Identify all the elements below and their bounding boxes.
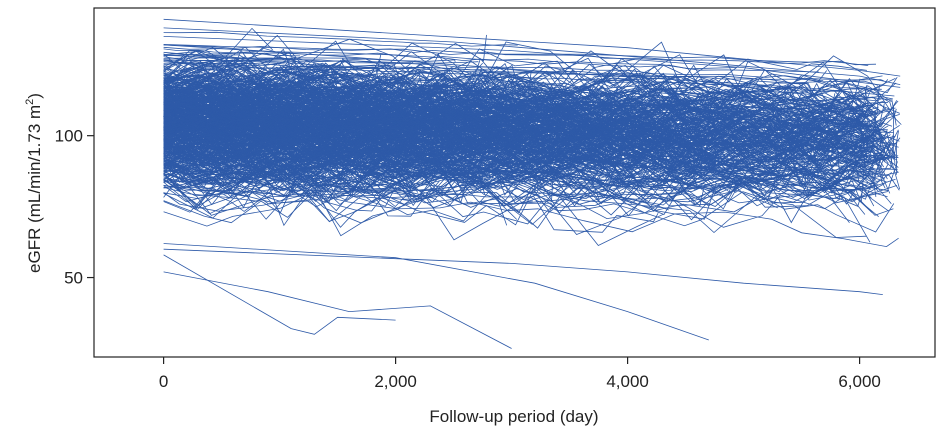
series-line [163,53,707,117]
series-line [163,136,884,191]
y-axis-title-superscript: 2 [24,99,36,105]
series-line [163,48,738,70]
series-line [163,124,391,163]
y-tick-label: 100 [55,127,83,146]
series-line [163,79,735,116]
series-line [163,97,390,145]
x-tick-label: 2,000 [374,372,417,391]
series-line [163,170,518,220]
x-tick-label: 4,000 [606,372,649,391]
series-line [163,81,878,152]
y-tick-label: 50 [64,269,83,288]
x-axis: 0 2,000 4,000 6,000 [159,357,881,391]
series-line [163,151,743,205]
series-line [163,78,896,136]
series-line [163,107,864,170]
series-line [163,54,456,62]
y-axis-title-close: ) [25,93,44,99]
series-line [163,122,531,157]
series-line [163,80,869,154]
series-line [163,154,879,218]
series-line [163,57,897,117]
series-line [163,114,884,156]
series-line [163,110,753,175]
series-line [163,57,412,63]
series-line [163,104,475,160]
series-line [163,124,635,188]
series-line [163,68,717,123]
series-line [163,61,902,125]
series-line [163,44,895,97]
series-line [163,254,396,335]
series-line [163,140,873,201]
series-line [163,62,651,75]
series-line [163,44,877,66]
series-line [163,31,518,47]
series-line [163,168,463,203]
series-lines [163,18,902,349]
series-line [163,131,321,198]
series-line [163,85,529,127]
series-line [163,115,891,194]
series-line [163,119,889,177]
series-line [163,138,382,177]
series-line [163,72,839,145]
series-line [163,93,680,145]
series-line [163,156,866,223]
series-line [163,89,575,132]
series-line [163,107,871,169]
x-axis-title: Follow-up period (day) [429,407,598,426]
series-line [163,191,659,241]
y-axis: 50 100 [55,127,94,288]
series-line [163,27,901,85]
series-line [163,243,709,341]
series-line [163,34,487,73]
series-line [163,119,462,165]
series-line [163,248,883,295]
series-line [163,56,411,99]
series-line [163,179,899,248]
series-line [163,91,652,135]
series-line [163,110,689,176]
series-line [163,18,901,77]
y-axis-title-main: eGFR (mL/min/1.73 m [25,105,44,273]
series-line [163,166,674,204]
x-tick-label: 6,000 [838,372,881,391]
series-line [163,190,664,247]
series-line [163,154,740,215]
series-line [163,116,786,161]
y-axis-title: eGFR (mL/min/1.73 m2) [24,93,44,273]
series-line [163,66,900,125]
series-line [163,56,296,91]
series-line [163,271,512,349]
x-tick-label: 0 [159,372,168,391]
series-line [163,161,554,203]
series-line [163,171,778,225]
series-line [163,34,635,84]
series-line [163,84,707,144]
series-line [163,36,901,88]
series-line [163,54,828,115]
plot-frame [93,7,936,358]
series-line [163,97,317,132]
series-line [163,117,726,175]
series-line [163,158,265,192]
series-line [163,91,273,145]
series-line [163,141,886,206]
series-line [163,113,805,172]
series-line [163,51,301,57]
series-line [163,167,572,214]
series-line [163,143,285,179]
series-line [163,188,508,237]
